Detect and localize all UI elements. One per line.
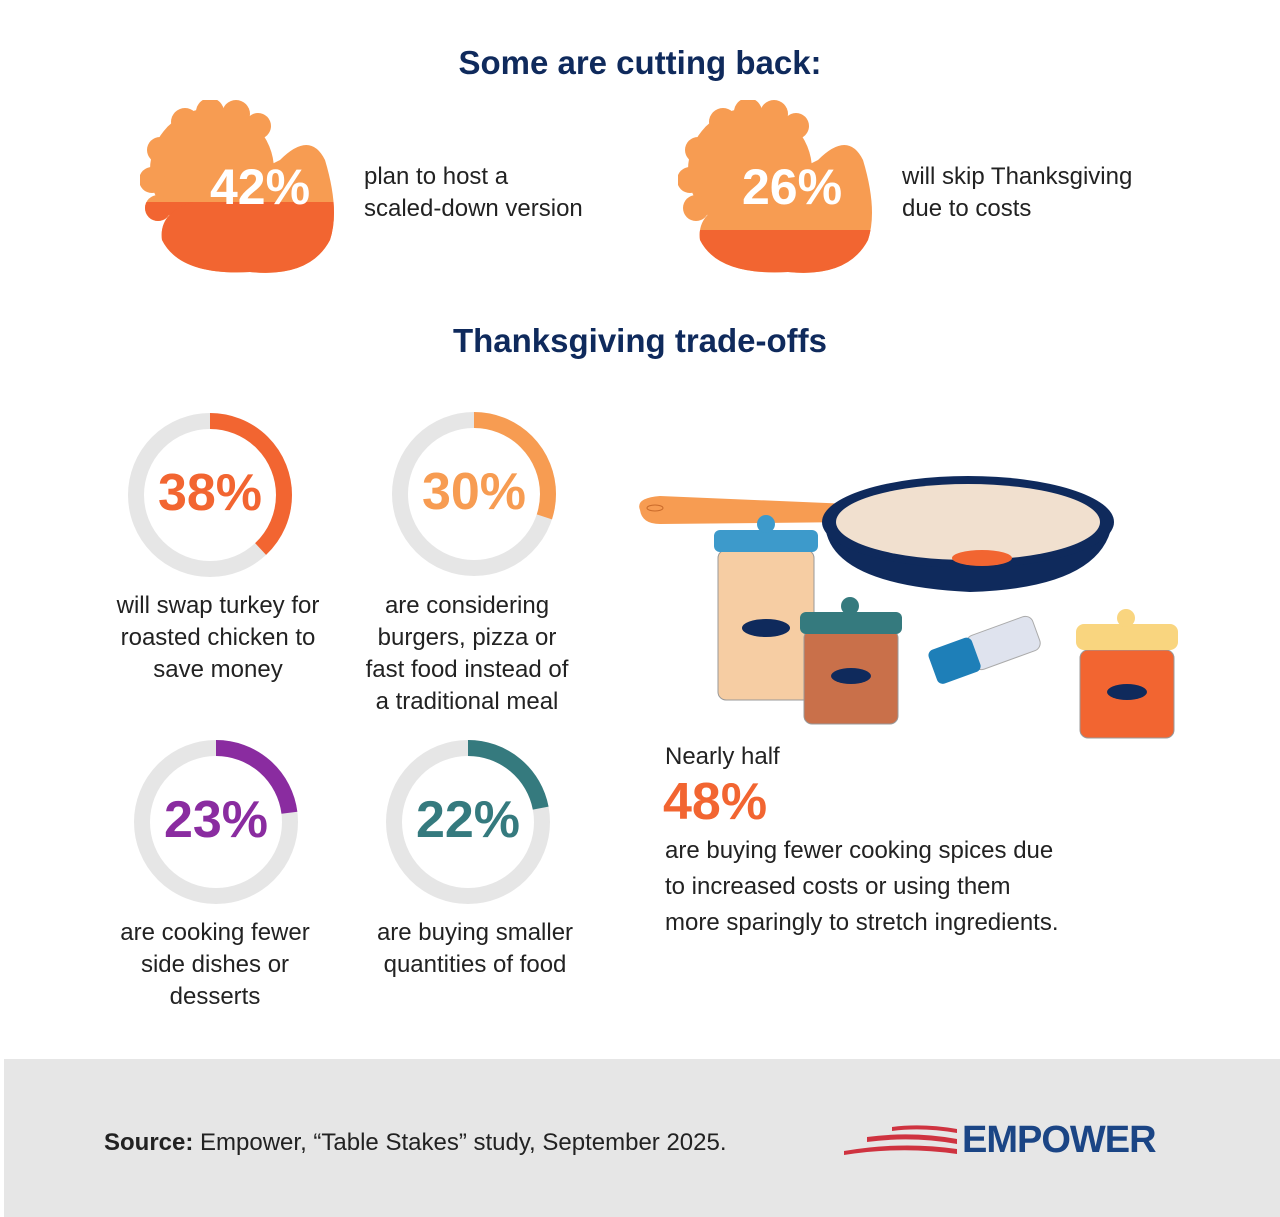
text-line: side dishes or [140, 951, 290, 978]
spices-lead: Nearly half [665, 743, 780, 770]
text-line: burgers, pizza or [377, 624, 557, 651]
gauge-value: 30% [421, 463, 527, 521]
stat-text-skip: will skip Thanksgiving due to costs [902, 161, 1132, 225]
gauge-fill [392, 412, 556, 576]
gauge-value: 38% [157, 464, 263, 522]
gauge-text: are buying smaller quantities of food [360, 917, 590, 981]
text-line: are cooking fewer [120, 919, 310, 946]
stat-value-skip: 26% [741, 159, 843, 215]
gauge-text: are considering burgers, pizza or fast foo… [352, 590, 582, 718]
text-line: are buying smaller [376, 919, 574, 946]
spices-text: are buying fewer cooking spices due to i… [665, 833, 1059, 941]
text-line: scaled-down version [364, 195, 583, 222]
gauge-text: will swap turkey for roasted chicken to sa… [103, 590, 333, 686]
gauge-fill [128, 413, 292, 577]
donut-gauge [386, 740, 550, 904]
text-line: due to costs [902, 195, 1032, 222]
stat-text-scaled-down: plan to host a scaled-down version [364, 161, 583, 225]
donut-gauge [392, 412, 556, 576]
cutting-back-title: Some are cutting back: [458, 44, 822, 81]
spices-value: 48% [663, 773, 768, 831]
text-line: roasted chicken to [120, 624, 316, 651]
text-line: desserts [169, 983, 261, 1010]
text-line: will swap turkey for [116, 592, 320, 619]
text-line: more sparingly to stretch ingredients. [665, 909, 1059, 936]
source-label: Source: [104, 1129, 194, 1156]
text-line: are buying fewer cooking spices due [665, 837, 1054, 864]
empower-flag-icon [844, 1125, 957, 1155]
gauge-text: are cooking fewer side dishes or desserts [100, 917, 330, 1013]
gauge-fill [386, 740, 550, 904]
text-line: to increased costs or using them [665, 873, 1011, 900]
empower-logo: EMPOWER [962, 1119, 1157, 1161]
tradeoffs-title: Thanksgiving trade-offs [452, 322, 828, 359]
text-line: will skip Thanksgiving [902, 163, 1133, 190]
gauge-value: 23% [163, 791, 269, 849]
text-line: plan to host a [364, 163, 509, 190]
stat-value-scaled-down: 42% [209, 159, 311, 215]
text-line: are considering [384, 592, 550, 619]
donut-gauge [134, 740, 298, 904]
footer: Source: Empower, “Table Stakes” study, S… [4, 1059, 1280, 1217]
text-line: a traditional meal [375, 688, 559, 715]
text-line: fast food instead of [365, 656, 569, 683]
text-line: save money [153, 656, 283, 683]
gauge-value: 22% [415, 791, 521, 849]
text-line: quantities of food [383, 951, 567, 978]
pan-and-spices-illustration [639, 476, 1178, 739]
source-note: Source: Empower, “Table Stakes” study, S… [104, 1129, 727, 1157]
source-text: Empower, “Table Stakes” study, September… [193, 1129, 727, 1156]
gauge-fill [134, 740, 298, 904]
donut-gauge [128, 413, 292, 577]
